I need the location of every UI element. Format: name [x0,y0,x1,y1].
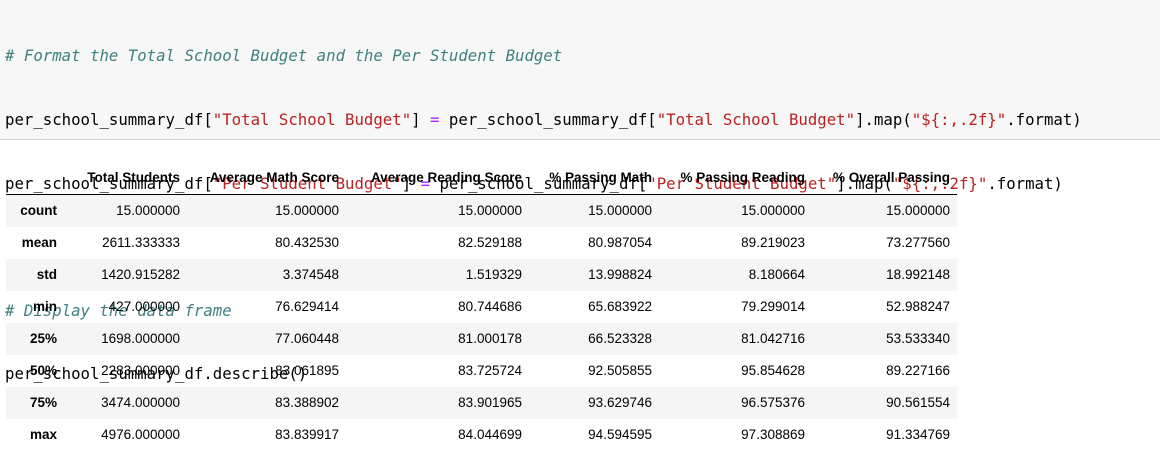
table-cell: 82.529188 [458,235,522,250]
table-cell: 83.901965 [458,395,522,410]
row-label: 75% [29,395,57,410]
code-token: per_school_summary_df[ [439,110,657,129]
code-token: .format) [987,173,1063,193]
table-cell: 2283.000000 [101,363,180,378]
table-cell: 91.334769 [886,427,950,442]
table-cell: 97.308869 [741,427,805,442]
column-header: % Overall Passing [812,161,957,195]
code-cell[interactable]: # Format the Total School Budget and the… [0,0,1160,383]
code-string: "Total School Budget" [656,110,856,129]
table-cell: 66.523328 [588,331,652,346]
table-cell: 1420.915282 [101,267,180,282]
table-cell: 53.533340 [886,331,950,346]
table-row: 25% 1698.000000 77.060448 81.000178 66.5… [6,322,957,355]
dataframe-table: Total Students Average Math Score Averag… [6,161,957,451]
code-string: "${:,.2f}" [911,110,1007,129]
table-cell: 83.388902 [275,395,339,410]
table-cell: 8.180664 [748,267,805,282]
row-label: count [20,203,57,219]
column-header: Average Math Score [187,161,346,195]
table-cell: 90.561554 [886,395,950,410]
code-token: ].map( [855,110,912,129]
column-header: % Passing Math [529,161,659,195]
column-header [6,161,64,195]
row-label: 50% [29,363,57,378]
code-token: .format) [1006,110,1082,129]
table-cell: 80.744686 [458,299,522,314]
table-cell: 83.725724 [458,363,522,378]
table-cell: 3474.000000 [101,395,180,410]
table-cell: 92.505855 [588,363,652,378]
table-cell: 1.519329 [465,267,522,282]
table-cell: 15.000000 [886,203,950,219]
table-cell: 3.374548 [282,267,339,282]
row-label: max [29,427,57,442]
table-cell: 89.219023 [741,235,805,250]
table-cell: 4976.000000 [101,427,180,442]
table-cell: 65.683922 [588,299,652,314]
table-row: std 1420.915282 3.374548 1.519329 13.998… [6,258,957,291]
table-cell: 89.227166 [886,363,950,378]
table-cell: 96.575376 [741,395,805,410]
table-cell: 76.629414 [275,299,339,314]
table-cell: 81.042716 [741,331,805,346]
column-header: Average Reading Score [346,161,529,195]
row-label: min [32,299,57,314]
table-cell: 15.000000 [588,203,652,219]
table-row: 75% 3474.000000 83.388902 83.901965 93.6… [6,386,957,419]
table-cell: 1698.000000 [101,331,180,346]
table-cell: 15.000000 [275,203,339,219]
code-line-6: per_school_summary_df.describe() [5,363,1160,384]
code-token: per_school_summary_df.describe() [5,364,308,384]
table-cell: 73.277560 [886,235,950,250]
code-line-2: per_school_summary_df["Total School Budg… [5,109,1160,130]
column-header: Total Students [64,161,187,195]
table-row: 50% 2283.000000 83.061895 83.725724 92.5… [6,355,957,387]
table-cell: 15.000000 [458,203,522,219]
table-row: mean 2611.333333 80.432530 82.529188 80.… [6,227,957,259]
code-operator: = [430,110,440,129]
column-header: % Passing Reading [659,161,812,195]
table-cell: 15.000000 [116,203,180,219]
code-comment: # Format the Total School Budget and the… [5,46,563,66]
table-cell: 18.992148 [886,267,950,282]
code-comment: # Display the data frame [5,300,232,320]
code-token: per_school_summary_df[ [5,110,213,129]
code-token: ] [411,110,431,129]
table-row: count 15.000000 15.000000 15.000000 15.0… [6,194,957,227]
table-cell: 2611.333333 [102,235,180,250]
row-label: 25% [29,331,57,346]
code-line-5: # Display the data frame [5,300,1160,321]
table-cell: 94.594595 [588,427,652,442]
table-cell: 80.987054 [588,235,652,250]
row-label: mean [21,235,57,250]
output-area: Total Students Average Math Score Averag… [6,161,957,451]
table-cell: 79.299014 [741,299,805,314]
table-cell: 83.061895 [275,363,339,378]
table-row: min 427.000000 76.629414 80.744686 65.68… [6,291,957,323]
table-header-row: Total Students Average Math Score Averag… [6,161,957,195]
table-cell: 93.629746 [588,395,652,410]
table-cell: 81.000178 [458,331,522,346]
table-cell: 13.998824 [588,267,652,282]
table-cell: 77.060448 [275,331,339,346]
table-row: max 4976.000000 83.839917 84.044699 94.5… [6,419,957,451]
code-line-1: # Format the Total School Budget and the… [5,45,1160,66]
row-label: std [36,267,57,282]
table-cell: 52.988247 [886,299,950,314]
code-string: "Total School Budget" [212,110,412,129]
table-cell: 427.000000 [108,299,180,314]
table-cell: 84.044699 [458,427,522,442]
table-cell: 95.854628 [741,363,805,378]
table-cell: 83.839917 [275,427,339,442]
table-cell: 15.000000 [741,203,805,219]
table-cell: 80.432530 [275,235,339,250]
